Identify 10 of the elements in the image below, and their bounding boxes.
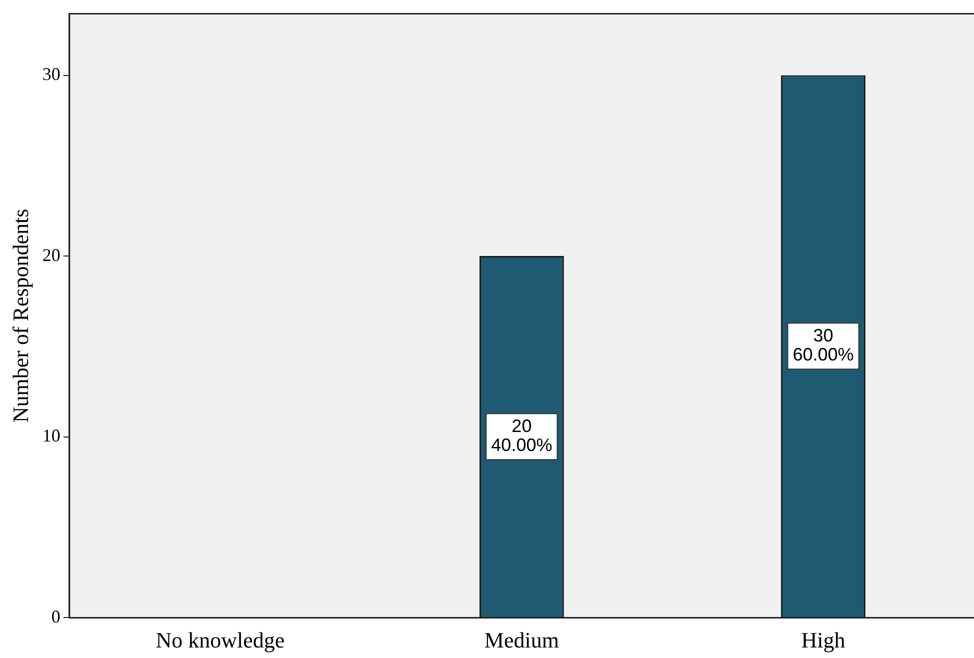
- y-tick-label: 30: [42, 64, 60, 84]
- y-tick-label: 20: [42, 244, 60, 265]
- x-tick-label: No knowledge: [156, 628, 285, 653]
- data-label: 30 60.00%: [792, 326, 854, 365]
- x-tick-label: Medium: [484, 628, 559, 653]
- x-tick-label: High: [801, 628, 846, 653]
- y-tick-label: 0: [51, 606, 60, 626]
- y-axis-title: Number of Respondents: [8, 208, 33, 423]
- y-tick-label: 10: [42, 426, 60, 446]
- data-label: 20 40.00%: [491, 416, 552, 456]
